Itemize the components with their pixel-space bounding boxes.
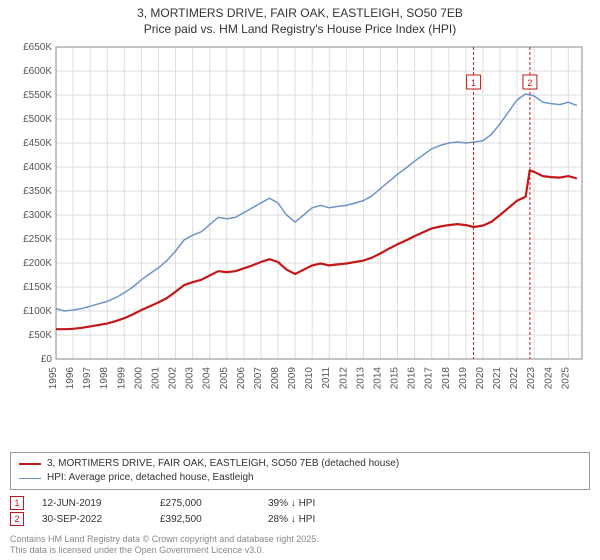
svg-text:2002: 2002	[168, 367, 179, 390]
svg-text:£250K: £250K	[23, 234, 52, 245]
svg-text:£550K: £550K	[23, 90, 52, 101]
svg-text:1997: 1997	[82, 367, 93, 390]
chart-container: 3, MORTIMERS DRIVE, FAIR OAK, EASTLEIGH,…	[0, 0, 600, 560]
svg-text:2003: 2003	[185, 367, 196, 390]
svg-text:2019: 2019	[458, 367, 469, 390]
legend-row: 3, MORTIMERS DRIVE, FAIR OAK, EASTLEIGH,…	[19, 457, 581, 471]
legend-label: 3, MORTIMERS DRIVE, FAIR OAK, EASTLEIGH,…	[47, 457, 399, 471]
svg-text:2022: 2022	[509, 367, 520, 390]
svg-text:1: 1	[471, 78, 476, 88]
svg-text:£600K: £600K	[23, 66, 52, 77]
svg-text:2006: 2006	[236, 367, 247, 390]
svg-text:1996: 1996	[65, 367, 76, 390]
svg-text:2024: 2024	[543, 367, 554, 390]
footer-line2: This data is licensed under the Open Gov…	[10, 545, 590, 556]
svg-text:2010: 2010	[304, 367, 315, 390]
line-chart-svg: £0 £50K £100K £150K £200K £250K £300K £350K £400…	[10, 41, 590, 391]
legend-label: HPI: Average price, detached house, East…	[47, 471, 254, 485]
svg-text:2020: 2020	[475, 367, 486, 390]
svg-text:2011: 2011	[321, 367, 332, 389]
svg-text:2012: 2012	[338, 367, 349, 390]
sale-point-date: 30-SEP-2022	[42, 514, 142, 525]
sale-point-row: 2 30-SEP-2022 £392,500 28% ↓ HPI	[10, 512, 590, 526]
svg-text:2004: 2004	[202, 367, 213, 390]
svg-text:£450K: £450K	[23, 138, 52, 149]
sale-point-diff: 39% ↓ HPI	[268, 498, 358, 509]
svg-text:2016: 2016	[407, 367, 418, 390]
svg-text:£200K: £200K	[23, 258, 52, 269]
svg-text:2001: 2001	[150, 367, 161, 390]
sale-points-list: 1 12-JUN-2019 £275,000 39% ↓ HPI 2 30-SEP-202…	[10, 496, 590, 528]
svg-text:2007: 2007	[253, 367, 264, 390]
sale-point-marker: 1	[10, 496, 24, 510]
svg-text:2008: 2008	[270, 367, 281, 390]
svg-text:2025: 2025	[560, 367, 571, 390]
footer-line1: Contains HM Land Registry data © Crown c…	[10, 534, 590, 545]
svg-text:£400K: £400K	[23, 162, 52, 173]
svg-text:2000: 2000	[133, 367, 144, 390]
svg-text:2017: 2017	[424, 367, 435, 390]
legend-swatch	[19, 463, 41, 465]
chart-area: £0 £50K £100K £150K £200K £250K £300K £350K £400…	[10, 41, 590, 446]
svg-text:2: 2	[527, 78, 532, 88]
legend-row: HPI: Average price, detached house, East…	[19, 471, 581, 485]
svg-text:1995: 1995	[48, 367, 59, 390]
svg-text:2013: 2013	[355, 367, 366, 390]
svg-text:£500K: £500K	[23, 114, 52, 125]
sale-point-price: £275,000	[160, 498, 250, 509]
footer-attribution: Contains HM Land Registry data © Crown c…	[10, 534, 590, 556]
svg-text:2014: 2014	[372, 367, 383, 390]
svg-text:2021: 2021	[492, 367, 503, 390]
sale-point-price: £392,500	[160, 514, 250, 525]
sale-point-date: 12-JUN-2019	[42, 498, 142, 509]
svg-text:2023: 2023	[526, 367, 537, 390]
svg-text:2009: 2009	[287, 367, 298, 390]
legend-box: 3, MORTIMERS DRIVE, FAIR OAK, EASTLEIGH,…	[10, 452, 590, 490]
svg-text:£350K: £350K	[23, 186, 52, 197]
title-line2: Price paid vs. HM Land Registry's House …	[10, 22, 590, 38]
svg-text:£0: £0	[41, 354, 53, 365]
svg-text:2018: 2018	[441, 367, 452, 390]
sale-point-diff: 28% ↓ HPI	[268, 514, 358, 525]
svg-text:£50K: £50K	[29, 330, 53, 341]
svg-text:£100K: £100K	[23, 306, 52, 317]
title-line1: 3, MORTIMERS DRIVE, FAIR OAK, EASTLEIGH,…	[10, 6, 590, 22]
svg-text:1998: 1998	[99, 367, 110, 390]
sale-point-row: 1 12-JUN-2019 £275,000 39% ↓ HPI	[10, 496, 590, 510]
svg-text:1999: 1999	[116, 367, 127, 390]
sale-point-marker: 2	[10, 512, 24, 526]
svg-text:2015: 2015	[390, 367, 401, 390]
legend-swatch	[19, 478, 41, 479]
chart-title: 3, MORTIMERS DRIVE, FAIR OAK, EASTLEIGH,…	[10, 6, 590, 37]
svg-text:2005: 2005	[219, 367, 230, 390]
svg-text:£650K: £650K	[23, 42, 52, 53]
svg-text:£150K: £150K	[23, 282, 52, 293]
svg-text:£300K: £300K	[23, 210, 52, 221]
